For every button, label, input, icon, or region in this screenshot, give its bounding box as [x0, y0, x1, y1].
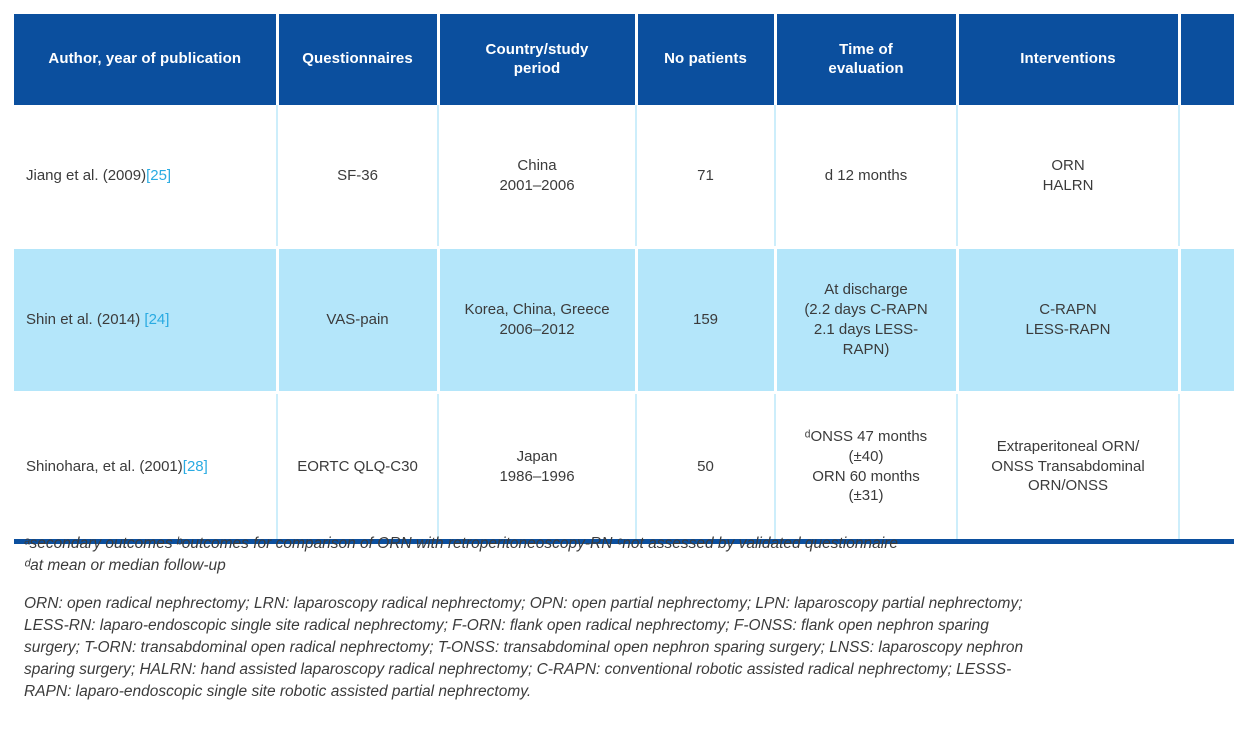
cell-interventions: ORN HALRN	[956, 105, 1179, 248]
cell-questionnaires: SF-36	[276, 105, 438, 248]
cell-interventions: Extraperitoneal ORN/ ONSS Transabdominal…	[956, 392, 1179, 544]
footnote-line-abc: ᵃsecondary outcomes ᵇoutcomes for compar…	[24, 535, 899, 552]
cell-author: Shinohara, et al. (2001)[28]	[14, 392, 277, 544]
cell-extra	[1178, 105, 1234, 248]
cell-interventions: C-RAPN LESS-RAPN	[955, 246, 1179, 394]
column-header-questionnaires: Questionnaires	[275, 14, 438, 105]
author-text: Jiang et al. (2009)	[26, 166, 147, 184]
column-header-author: Author, year of publication	[14, 14, 277, 105]
column-header-interventions: Interventions	[955, 14, 1179, 105]
cell-author: Jiang et al. (2009)[25]	[14, 105, 277, 248]
table-row: Jiang et al. (2009)[25] SF-36 China 2001…	[14, 105, 1234, 248]
cell-extra	[1177, 246, 1234, 394]
cell-questionnaires: EORTC QLQ-C30	[276, 392, 438, 544]
cell-no-patients: 159	[634, 246, 775, 394]
citation-link[interactable]: [24]	[144, 311, 170, 329]
author-text: Shin et al. (2014)	[26, 311, 145, 329]
cell-time-of-evaluation: d 12 months	[774, 105, 957, 248]
studies-table: Author, year of publication Questionnair…	[14, 14, 1234, 544]
footnote-line-d: ᵈat mean or median follow-up	[24, 557, 226, 574]
column-header-time-of-evaluation: Time of evaluation	[773, 14, 957, 105]
abbreviations-paragraph: ORN: open radical nephrectomy; LRN: lapa…	[24, 595, 1024, 700]
cell-author: Shin et al. (2014) [24]	[14, 246, 277, 394]
cell-country-period: China 2001–2006	[437, 105, 636, 248]
cell-time-of-evaluation: ᵈONSS 47 months (±40) ORN 60 months (±31…	[774, 392, 957, 544]
citation-link[interactable]: [25]	[146, 166, 172, 184]
column-header-extra	[1177, 14, 1234, 105]
cell-extra	[1178, 392, 1234, 544]
column-header-country-period: Country/study period	[436, 14, 636, 105]
citation-link[interactable]: [28]	[182, 457, 208, 475]
cell-no-patients: 50	[635, 392, 775, 544]
column-header-no-patients: No patients	[634, 14, 775, 105]
table-header-row: Author, year of publication Questionnair…	[14, 14, 1234, 105]
table-row: Shin et al. (2014) [24] VAS-pain Korea, …	[14, 246, 1234, 394]
table-notes: ᵃsecondary outcomes ᵇoutcomes for compar…	[24, 533, 1040, 703]
author-text: Shinohara, et al. (2001)	[26, 457, 183, 475]
cell-country-period: Japan 1986–1996	[437, 392, 636, 544]
table-row: Shinohara, et al. (2001)[28] EORTC QLQ-C…	[14, 392, 1234, 544]
cell-questionnaires: VAS-pain	[275, 246, 438, 394]
cell-no-patients: 71	[635, 105, 775, 248]
cell-time-of-evaluation: At discharge (2.2 days C-RAPN 2.1 days L…	[773, 246, 957, 394]
cell-country-period: Korea, China, Greece 2006–2012	[436, 246, 636, 394]
